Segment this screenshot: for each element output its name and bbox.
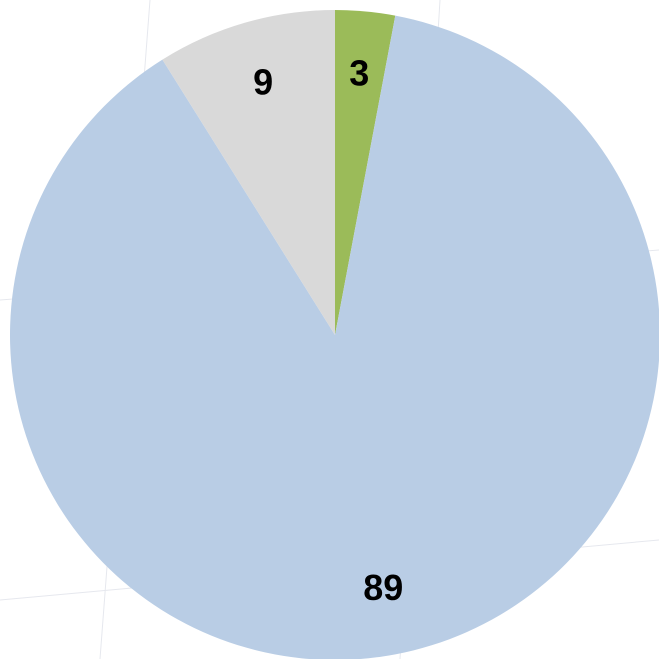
data-label: 3 xyxy=(349,53,369,94)
pie-slice xyxy=(10,15,659,659)
data-label: 9 xyxy=(253,62,273,103)
pie-slice xyxy=(162,10,335,335)
data-label: 89 xyxy=(363,567,403,608)
pie xyxy=(10,10,659,659)
pie-slice xyxy=(335,10,396,335)
